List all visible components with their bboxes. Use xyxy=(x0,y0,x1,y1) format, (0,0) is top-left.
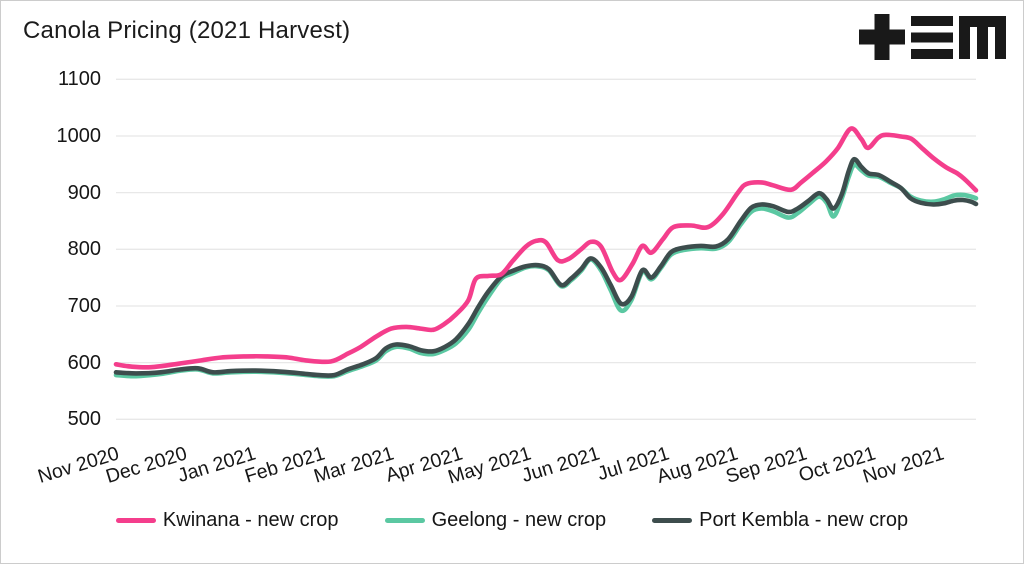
y-tick-label-600: 600 xyxy=(67,351,101,374)
y-tick-label-700: 700 xyxy=(67,295,101,317)
legend-label: Port Kembla - new crop xyxy=(699,509,909,531)
legend-label: Geelong - new crop xyxy=(431,509,607,531)
legend-swatch xyxy=(384,517,425,524)
series-line-geelong-new-crop xyxy=(113,162,979,379)
legend-item-port-kembla-new-crop[interactable]: Port Kembla - new crop xyxy=(652,509,908,532)
legend-item-geelong-new-crop[interactable]: Geelong - new crop xyxy=(384,509,607,532)
chart-legend: Kwinana - new crop Geelong - new crop Port… xyxy=(1,509,1023,532)
series-line-port-kembla-new-crop xyxy=(113,156,979,378)
logo-m-icon xyxy=(959,16,1006,59)
legend-item-kwinana-new-crop[interactable]: Kwinana - new crop xyxy=(115,509,339,532)
series-line-kwinana-new-crop xyxy=(113,126,979,370)
tem-logo xyxy=(859,14,1006,60)
y-tick-label-1000: 1000 xyxy=(56,125,102,147)
y-tick-label-900: 900 xyxy=(67,181,101,204)
logo-bars-icon xyxy=(911,16,953,26)
legend-swatch xyxy=(652,517,693,524)
y-tick-label-500: 500 xyxy=(67,408,101,431)
y-tick-label-1100: 1100 xyxy=(57,68,101,91)
legend-swatch xyxy=(115,517,156,524)
legend-label: Kwinana - new crop xyxy=(162,509,339,531)
y-tick-label-800: 800 xyxy=(67,238,101,261)
chart-title: Canola Pricing (2021 Harvest) xyxy=(23,17,351,44)
